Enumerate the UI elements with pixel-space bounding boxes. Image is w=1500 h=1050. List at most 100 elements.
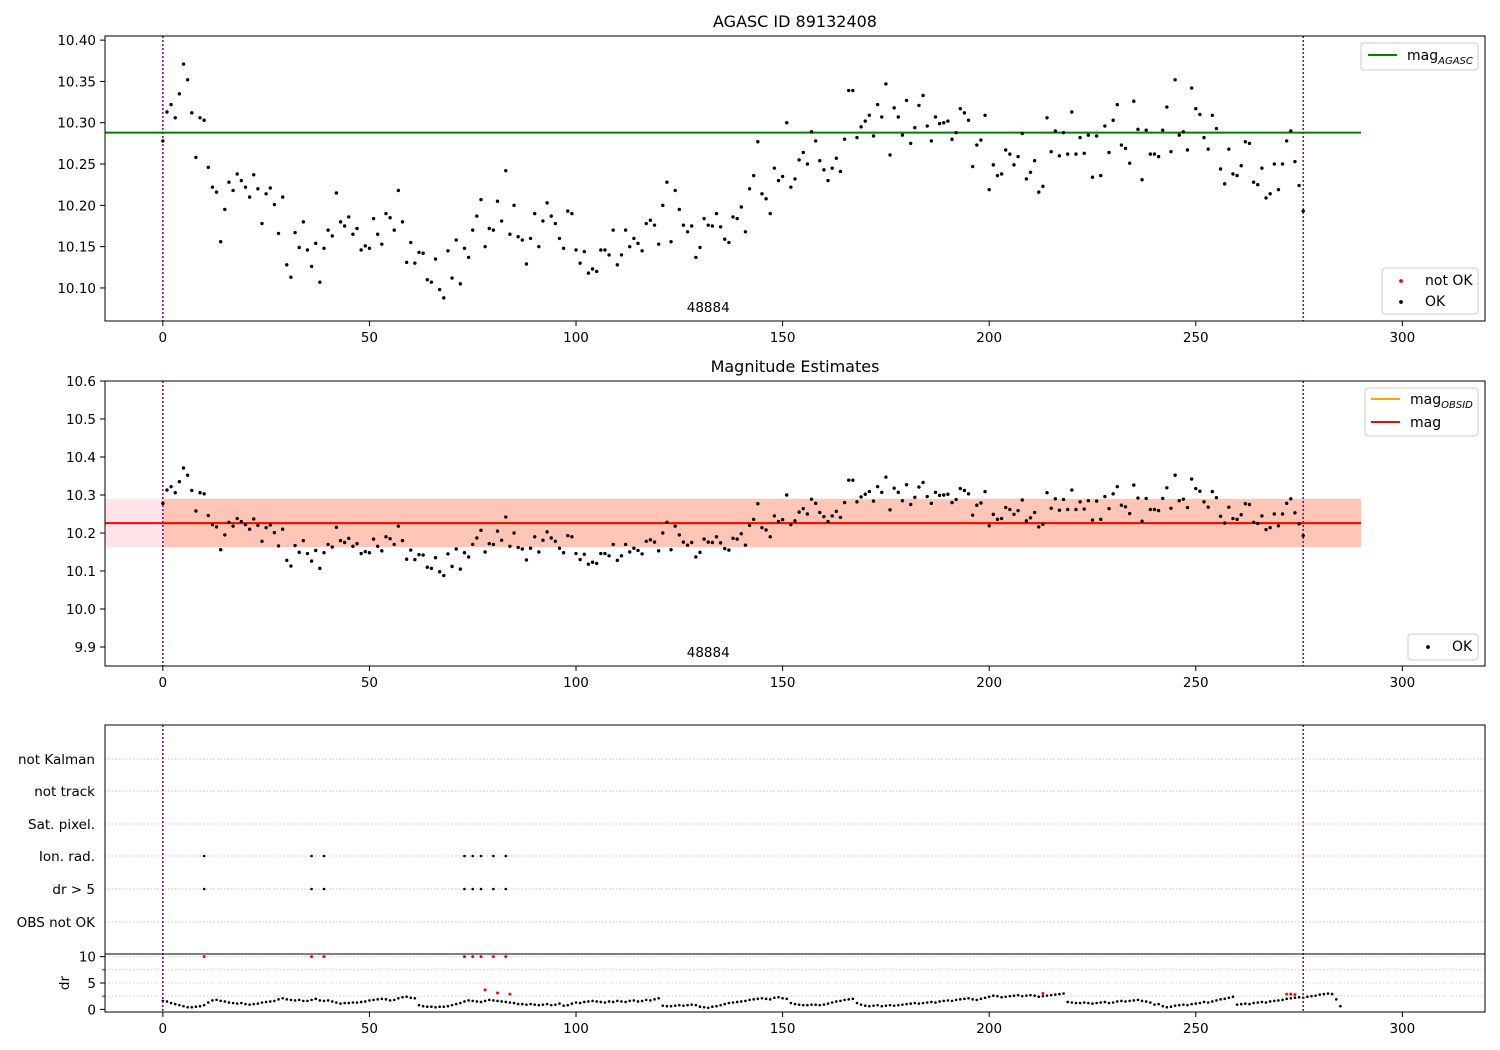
dr-point <box>1066 1000 1069 1004</box>
dr-point <box>215 998 218 1002</box>
y-tick-label: 10.3 <box>66 488 96 504</box>
dr-point <box>1252 1001 1255 1005</box>
dr-point <box>1169 1005 1173 1009</box>
dr-point <box>607 1000 611 1003</box>
mag-point <box>888 508 892 512</box>
mag-point <box>1074 507 1078 512</box>
mag-point <box>1289 129 1293 133</box>
dr-point <box>934 1001 937 1004</box>
mag-point <box>991 512 996 517</box>
mag-point <box>243 522 248 527</box>
dr-point <box>1012 994 1016 997</box>
x-tick-label: 100 <box>563 330 589 346</box>
mag-point <box>747 523 752 528</box>
mag-point <box>198 116 202 120</box>
dr-point <box>979 997 983 1001</box>
mag-point <box>1028 170 1033 175</box>
mag-point <box>801 150 805 155</box>
dr-point <box>1211 1000 1214 1003</box>
mag-point <box>743 543 748 547</box>
mag-point <box>289 564 293 568</box>
dr-point <box>169 1001 173 1005</box>
mag-point <box>1132 483 1136 487</box>
mag-point <box>603 248 607 252</box>
mag-point <box>607 253 611 257</box>
mag-point <box>450 276 454 280</box>
mag-point <box>1061 130 1066 135</box>
mag-point <box>1140 178 1144 182</box>
mag-point <box>528 236 533 241</box>
dr-point <box>182 1004 185 1008</box>
dr-point <box>1326 992 1330 995</box>
dr-point <box>930 1000 933 1004</box>
mag-point <box>396 188 401 193</box>
mag-point <box>342 224 347 228</box>
mag-point <box>322 551 326 555</box>
mag-point <box>185 78 190 82</box>
mag-point <box>826 178 830 183</box>
dr-point <box>963 997 966 1001</box>
mag-point <box>847 88 851 93</box>
mag-point <box>1090 518 1095 522</box>
mag-point <box>537 550 541 554</box>
mag-point <box>768 535 772 539</box>
dr-point <box>888 1003 892 1007</box>
mag-point <box>937 493 942 498</box>
mag-point <box>285 558 289 563</box>
mag-point <box>1119 503 1124 507</box>
dr-point <box>1004 995 1008 999</box>
mag-point <box>1049 149 1053 154</box>
mag-point <box>483 244 487 249</box>
mag-point <box>330 545 334 549</box>
mag-point <box>181 62 186 66</box>
dr-point <box>806 1003 809 1007</box>
mag-point <box>632 546 636 550</box>
dr-point <box>1281 998 1284 1002</box>
dr-point <box>702 1005 706 1009</box>
mag-point <box>975 143 979 147</box>
mag-point <box>256 523 260 528</box>
mag-point <box>437 570 442 574</box>
dr-y-tick-label: 0 <box>87 1002 96 1018</box>
dr-point <box>1033 994 1036 997</box>
dr-point <box>872 1004 875 1007</box>
mag-point <box>1032 510 1037 515</box>
flag-point <box>310 887 313 891</box>
mag-point <box>785 493 789 497</box>
mag-point <box>276 231 281 236</box>
mag-point <box>1210 489 1215 494</box>
mag-point <box>1264 196 1268 200</box>
dr-point <box>673 1004 677 1007</box>
mag-point <box>1227 147 1231 151</box>
mag-point <box>351 544 355 548</box>
mag-point <box>735 537 739 541</box>
mag-point <box>1148 507 1153 512</box>
mag-point <box>161 501 165 506</box>
dr-point <box>1202 1000 1206 1004</box>
dr-point <box>1049 993 1053 997</box>
mag-point <box>718 225 723 229</box>
mag-point <box>1239 163 1243 168</box>
mag-point <box>1065 152 1070 156</box>
dr-point-not-ok <box>508 992 512 996</box>
mag-point <box>512 531 516 535</box>
mag-point <box>355 541 359 546</box>
mag-point <box>904 98 909 103</box>
dr-point <box>380 997 384 1001</box>
mag-point <box>590 560 595 564</box>
dr-point <box>1260 1000 1264 1004</box>
dr-point <box>954 998 958 1002</box>
mag-point <box>268 186 272 190</box>
dr-point <box>628 999 632 1003</box>
mag-point <box>1004 148 1008 152</box>
mag-point <box>599 248 603 252</box>
dr-point <box>425 1005 429 1009</box>
mag-point <box>280 527 285 531</box>
mag-point <box>173 116 177 120</box>
dr-point <box>1029 993 1032 997</box>
mag-point <box>1136 127 1140 132</box>
mag-point <box>533 535 537 539</box>
dr-point <box>1115 1000 1119 1003</box>
plot-area <box>105 36 1362 321</box>
mag-point <box>380 242 384 246</box>
